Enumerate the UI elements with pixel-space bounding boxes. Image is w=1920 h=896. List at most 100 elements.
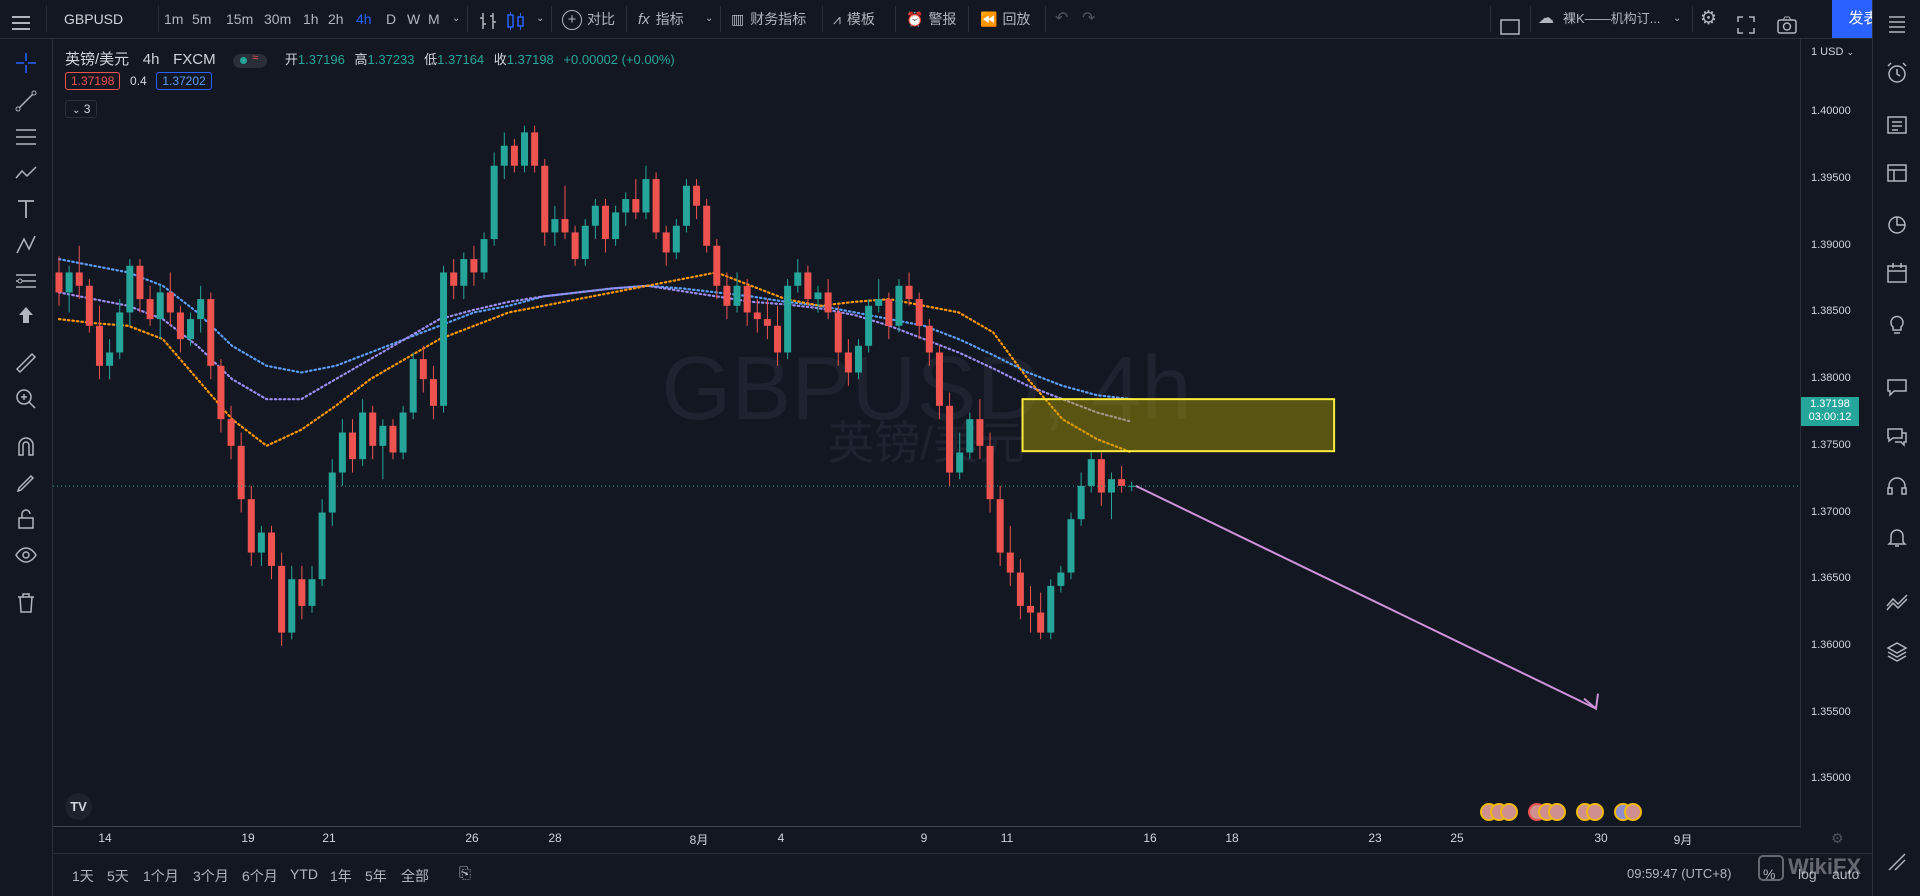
camera-icon[interactable] (1777, 10, 1797, 48)
ruler-icon[interactable] (14, 351, 38, 378)
interval-5m[interactable]: 5m (192, 11, 212, 27)
interval-15m[interactable]: 15m (226, 11, 254, 27)
candle-body (581, 225, 589, 260)
log-toggle[interactable]: log (1798, 866, 1817, 882)
layout-dropdown-icon[interactable]: ⌄ (1673, 13, 1682, 24)
interval-D[interactable]: D (386, 11, 397, 27)
lightbulb-icon[interactable] (1885, 311, 1909, 338)
layout-name[interactable]: 裸K——机构订... (1563, 11, 1661, 26)
interval-4h[interactable]: 4h (356, 11, 372, 27)
bid-ask-row: 1.37198 0.4 1.37202 (65, 72, 212, 90)
candle-style-icon[interactable] (505, 8, 527, 46)
interval-1h[interactable]: 1h (303, 11, 319, 27)
templates-button[interactable]: ⩘ 模板 (833, 11, 875, 27)
text-icon[interactable] (14, 197, 38, 224)
crosshair-icon[interactable] (14, 51, 38, 78)
range-8[interactable]: 全部 (401, 868, 429, 884)
us-flag-event-icon (1548, 803, 1566, 821)
chart-canvas[interactable] (53, 39, 1800, 826)
tradingview-logo[interactable]: TV (65, 793, 92, 820)
bar-style-icon[interactable] (478, 8, 500, 46)
candle-body (318, 512, 326, 580)
interval-M[interactable]: M (428, 11, 440, 27)
layout-toggle-icon[interactable] (1500, 11, 1520, 49)
menu-icon[interactable] (10, 9, 32, 30)
replay-button[interactable]: ⏪ 回放 (980, 11, 1031, 27)
interval-1m[interactable]: 1m (164, 11, 184, 27)
economic-events[interactable] (1480, 803, 1642, 824)
candle-body (976, 419, 984, 446)
chart-type-dropdown-icon[interactable]: ⌄ (536, 13, 545, 24)
undo-icon[interactable]: ↶ (1055, 10, 1069, 27)
indicators-button[interactable]: fx 指标 (638, 11, 684, 28)
calendar-icon[interactable] (1885, 261, 1909, 288)
lock-icon[interactable] (14, 507, 38, 534)
candle-body (1118, 479, 1126, 486)
bid-button[interactable]: 1.37198 (65, 72, 121, 90)
chart-pane[interactable]: GBPUSD, 4h 英镑/美元 英镑/美元 4h FXCM ≈ 开1.3719… (53, 39, 1800, 828)
pencil-lock-icon[interactable] (14, 471, 38, 498)
clock[interactable]: 09:59:47 (UTC+8) (1627, 866, 1732, 881)
candle-body (328, 472, 336, 513)
ask-button[interactable]: 1.37202 (156, 72, 212, 90)
alert-button[interactable]: ⏰ 警报 (906, 11, 957, 27)
trash-icon[interactable] (14, 591, 38, 618)
axis-settings-icon[interactable]: ⚙ (1831, 830, 1844, 846)
range-5[interactable]: YTD (290, 866, 318, 882)
hotlist-icon[interactable] (1885, 212, 1909, 239)
compare-button[interactable]: + 对比 (562, 0, 615, 38)
headset-icon[interactable] (1885, 474, 1909, 501)
range-3[interactable]: 3个月 (193, 868, 229, 884)
redo-icon[interactable]: ↷ (1082, 10, 1096, 27)
cloud-icon[interactable]: ☁ (1538, 10, 1554, 27)
time-axis[interactable]: 14 19 21 26 28 8月 4 9 11 16 18 23 25 30 9月 ⚙ (53, 826, 1844, 853)
financials-button[interactable]: ▥ 财务指标 (731, 11, 807, 27)
eye-icon[interactable] (14, 543, 38, 570)
range-6[interactable]: 1年 (330, 868, 352, 884)
interval-2h[interactable]: 2h (328, 11, 344, 27)
fullscreen-icon[interactable] (1737, 10, 1755, 48)
interval-W[interactable]: W (407, 11, 421, 27)
chevron-down-icon: ⌄ (72, 105, 81, 116)
market-status-badge[interactable]: ≈ (233, 52, 268, 68)
more-options-icon[interactable] (1885, 850, 1909, 877)
fib-icon[interactable] (14, 269, 38, 296)
zoom-in-icon[interactable] (14, 387, 38, 414)
range-7[interactable]: 5年 (365, 868, 387, 884)
layers-icon[interactable] (1885, 640, 1909, 667)
interval-dropdown-icon[interactable]: ⌄ (452, 13, 461, 24)
symbol-search[interactable]: GBPUSD (64, 11, 124, 27)
chat-icon[interactable] (1885, 424, 1909, 451)
candle-body (854, 345, 862, 373)
alarm-clock-icon[interactable] (1885, 61, 1909, 88)
percent-toggle[interactable]: % (1763, 866, 1776, 882)
magnet-icon[interactable] (14, 435, 38, 462)
prediction-icon[interactable] (14, 233, 38, 260)
auto-toggle[interactable]: auto (1832, 866, 1860, 882)
range-4[interactable]: 6个月 (242, 868, 278, 884)
range-0[interactable]: 1天 (72, 868, 94, 884)
arrow-up-icon[interactable] (14, 303, 38, 330)
news-icon[interactable] (1885, 113, 1909, 140)
range-1[interactable]: 5天 (107, 868, 129, 884)
range-2[interactable]: 1个月 (143, 868, 179, 884)
candle-body (834, 312, 842, 353)
ideas-stream-icon[interactable] (1885, 375, 1909, 402)
bell-icon[interactable] (1885, 525, 1909, 552)
trading-panel-icon[interactable] (1885, 590, 1909, 617)
legend-title[interactable]: 英镑/美元 (65, 51, 130, 68)
pattern-icon[interactable] (14, 161, 38, 188)
indicators-collapse-button[interactable]: ⌄ 3 (65, 100, 98, 118)
watchlist-icon[interactable] (1885, 12, 1909, 39)
price-axis[interactable]: 1 USD ⌄ 1.40000 1.39500 1.39000 1.38500 1.38… (1800, 39, 1873, 828)
candle-body (166, 292, 174, 313)
interval-30m[interactable]: 30m (264, 11, 292, 27)
currency-selector[interactable]: 1 USD ⌄ (1811, 46, 1854, 58)
horizontal-lines-icon[interactable] (14, 125, 38, 152)
time-tick: 21 (322, 831, 336, 845)
gear-icon[interactable]: ⚙ (1700, 8, 1718, 29)
data-window-icon[interactable] (1885, 161, 1909, 188)
indicators-dropdown-icon[interactable]: ⌄ (705, 13, 714, 24)
goto-date-icon[interactable]: ⎘ (459, 865, 472, 882)
trend-line-icon[interactable] (14, 89, 38, 116)
